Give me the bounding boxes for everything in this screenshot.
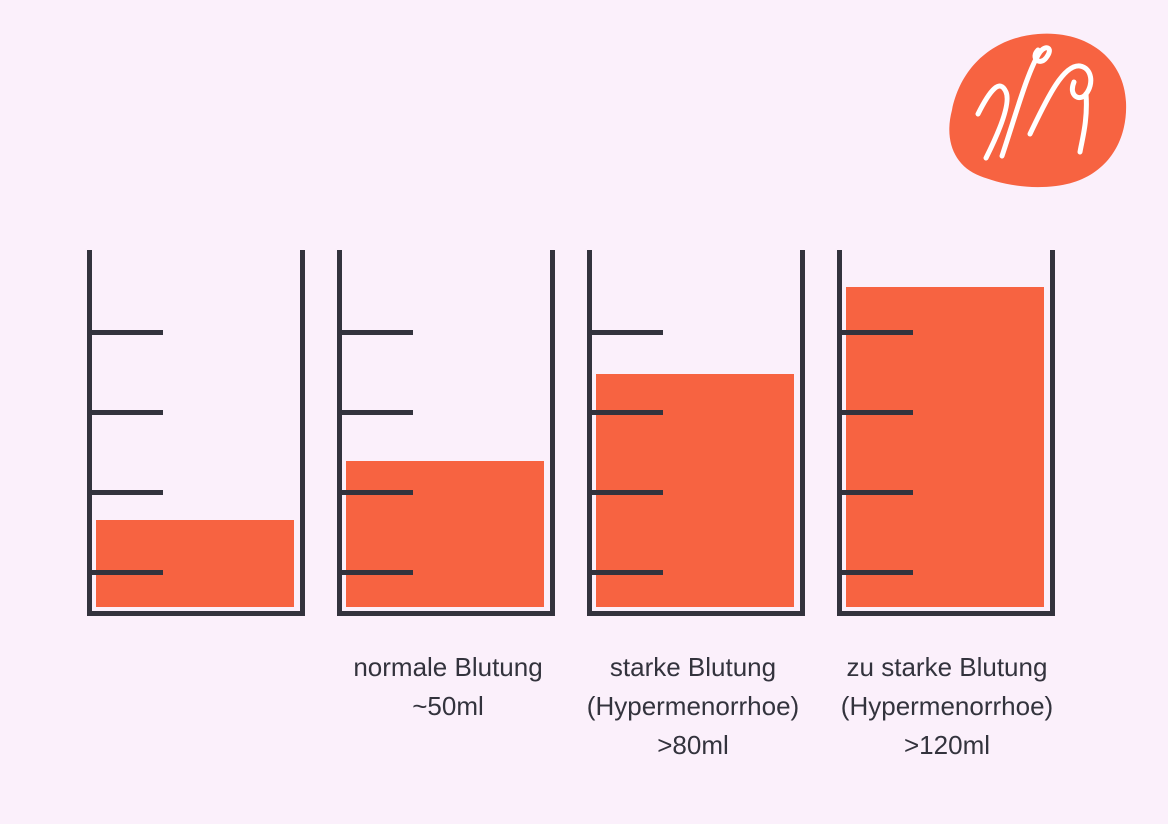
beaker-4 bbox=[837, 250, 1055, 616]
beaker-wall-right bbox=[550, 250, 555, 616]
scale-tick bbox=[840, 490, 913, 495]
beaker-wall-left bbox=[587, 250, 592, 616]
scale-tick bbox=[340, 570, 413, 575]
caption-condition: (Hypermenorrhoe) bbox=[840, 691, 1054, 721]
scale-tick bbox=[840, 570, 913, 575]
liquid-fill bbox=[96, 520, 294, 607]
caption-volume: ~50ml bbox=[412, 691, 484, 721]
liquid-fill bbox=[846, 287, 1044, 607]
caption-condition: (Hypermenorrhoe) bbox=[586, 691, 800, 721]
beaker-wall-left bbox=[87, 250, 92, 616]
caption-volume: >120ml bbox=[904, 730, 990, 760]
beaker-wall-left bbox=[837, 250, 842, 616]
beaker-2 bbox=[337, 250, 555, 616]
caption-normal-bleeding: normale Blutung ~50ml bbox=[318, 648, 578, 726]
liquid-fill bbox=[346, 461, 544, 607]
beaker-floor bbox=[87, 611, 305, 616]
caption-title: starke Blutung bbox=[609, 652, 777, 682]
beaker-3 bbox=[587, 250, 805, 616]
beaker-floor bbox=[837, 611, 1055, 616]
scale-tick bbox=[840, 330, 913, 335]
beaker-wall-right bbox=[300, 250, 305, 616]
beaker-1 bbox=[87, 250, 305, 616]
beaker-wall-right bbox=[1050, 250, 1055, 616]
caption-title: zu starke Blutung bbox=[846, 652, 1048, 682]
scale-tick bbox=[590, 330, 663, 335]
beaker-floor bbox=[337, 611, 555, 616]
scale-tick bbox=[90, 330, 163, 335]
scale-tick bbox=[340, 490, 413, 495]
caption-too-heavy-bleeding: zu starke Blutung (Hypermenorrhoe) >120m… bbox=[817, 648, 1077, 765]
beaker-wall-left bbox=[337, 250, 342, 616]
caption-volume: >80ml bbox=[657, 730, 729, 760]
scale-tick bbox=[340, 410, 413, 415]
beaker-wall-right bbox=[800, 250, 805, 616]
scale-tick bbox=[340, 330, 413, 335]
brand-logo-icon bbox=[949, 33, 1127, 188]
scale-tick bbox=[590, 570, 663, 575]
caption-heavy-bleeding: starke Blutung (Hypermenorrhoe) >80ml bbox=[563, 648, 823, 765]
scale-tick bbox=[590, 490, 663, 495]
scale-tick bbox=[840, 410, 913, 415]
caption-title: normale Blutung bbox=[353, 652, 543, 682]
scale-tick bbox=[590, 410, 663, 415]
scale-tick bbox=[90, 570, 163, 575]
beaker-floor bbox=[587, 611, 805, 616]
scale-tick bbox=[90, 490, 163, 495]
scale-tick bbox=[90, 410, 163, 415]
